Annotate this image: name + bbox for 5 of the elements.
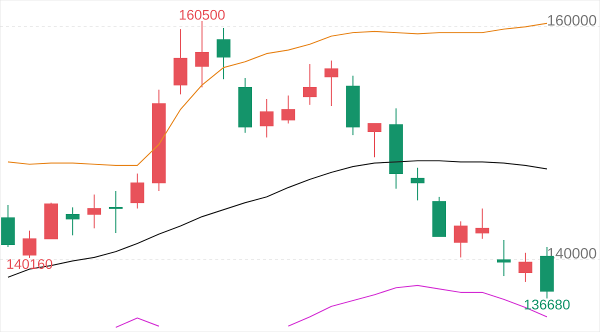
y-tick-label: 160000: [548, 15, 596, 26]
annotation: 160500: [180, 10, 225, 20]
y-tick-label: 140000: [548, 248, 596, 259]
annotation: 140160: [7, 259, 52, 269]
annotation: 136680: [524, 300, 570, 310]
